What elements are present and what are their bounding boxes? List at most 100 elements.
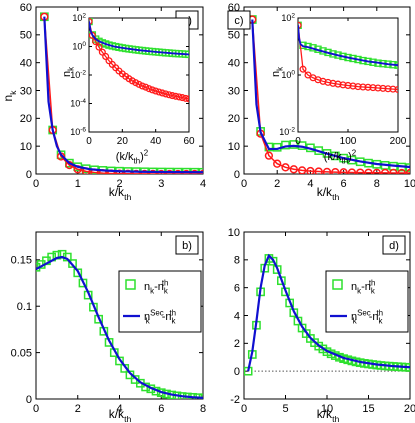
data-point [347,168,357,174]
x-tick-label: 8 [200,403,206,415]
data-point [397,168,406,174]
x-tick-label: 0 [33,178,39,190]
x-tick-label: 0 [241,178,247,190]
panel-label: c) [227,10,251,30]
data-point [140,169,149,174]
x-tick-label: 20 [404,403,415,415]
inset-y-tick-label: 102 [72,12,86,23]
panel-label-box [175,235,199,255]
series-line [89,21,189,56]
legend-label-2: nSec k -nkth [144,308,176,325]
legend-marker-squares [332,279,343,290]
data-point [172,92,180,100]
data-point [389,168,398,174]
legend: nk-nkth nSec k -nkth [118,270,202,333]
y-tick-label: 0.15 [11,255,32,267]
data-point [314,167,323,174]
inset-x-tick-label: 200 [390,136,407,147]
y-tick-label: 30 [20,85,32,97]
data-point [289,140,299,149]
panel-label-text: c) [234,15,243,27]
data-point [364,83,372,91]
series-blue-line [89,21,189,56]
x-tick-label: 10 [404,178,415,190]
series-line [43,16,203,174]
inset-y-tick-label: 10-6 [70,126,86,137]
y-tick-label: 10 [228,227,240,239]
data-point [175,93,183,101]
legend-marker-squares [125,279,136,290]
legend-box [325,270,409,333]
y-tick-label: 0.1 [17,301,32,313]
data-point [157,169,166,174]
y-tick-label: 10 [20,141,32,153]
y-tick-label: 2 [234,338,240,350]
x-tick-label: 2 [274,178,280,190]
x-tick-label: 6 [341,178,347,190]
legend-label-2: nSec k -nkth [351,308,383,325]
series-red-circles [248,15,410,174]
series-blue-line [36,255,203,399]
series-red-circles [89,18,189,103]
data-point [165,169,174,174]
y-tick-label: 20 [20,113,32,125]
series-line [251,19,410,174]
series-blue-line [247,253,410,372]
data-point [152,87,160,95]
x-tick-label: 0 [241,403,247,415]
legend-label-1: nk-nkth [351,278,375,295]
x-tick-label: 4 [116,403,122,415]
x-tick-label: 1 [75,178,81,190]
data-point [178,94,186,102]
data-point [185,95,189,103]
data-point [89,31,96,39]
panel-label-box [227,10,251,30]
data-point [138,82,146,90]
y-tick-label: 40 [228,58,240,70]
data-point [68,259,77,268]
series-red-circles [298,21,398,94]
panel-c-inset: 0 100 200 10-2 100 102 (k/kth)2 nk [270,12,407,165]
y-tick-label: 50 [228,30,240,42]
series-line [43,16,203,174]
x-tick-label: 2 [75,403,81,415]
data-point [306,166,315,174]
inset-x-tick-label: 0 [86,136,92,147]
y-tick-label: 4 [234,310,240,322]
data-point [182,169,191,174]
data-point [281,140,290,150]
data-point [148,86,156,94]
y-tick-label: 60 [20,2,32,14]
series-line [36,255,203,399]
data-point [344,81,352,89]
y-axis-label: nk [1,90,18,102]
data-point [281,163,290,172]
data-point [98,48,106,56]
panel-label-box [382,235,406,255]
data-point [339,81,347,89]
inset-y-tick-label: 10-4 [70,98,86,109]
inset-y-tick-label: 10-2 [279,126,295,137]
data-point [380,168,390,174]
y-tick-label: 10 [228,141,240,153]
data-point [273,159,282,168]
x-axis-label: k/kth [317,185,340,202]
panel-a-inset: 0 20 40 60 10-6 10-4 10-2 100 102 (k/kth)2 nk [61,12,195,165]
y-tick-label: 0 [26,169,32,181]
x-axis-label: k/kth [109,185,132,202]
y-tick-label: 30 [228,85,240,97]
data-point [135,80,143,88]
panel-label-text: d) [389,240,399,252]
x-tick-label: 4 [200,178,206,190]
panel-label: d) [382,235,406,255]
inset-y-tick-label: 100 [281,69,295,80]
inset-y-axis-label: nk [270,67,285,77]
inset-y-tick-label: 100 [72,41,86,52]
data-point [190,169,199,174]
data-point [155,88,163,96]
data-point [405,168,410,174]
data-point [331,167,340,174]
data-point [162,90,170,98]
x-axis-label: k/kth [317,407,340,423]
